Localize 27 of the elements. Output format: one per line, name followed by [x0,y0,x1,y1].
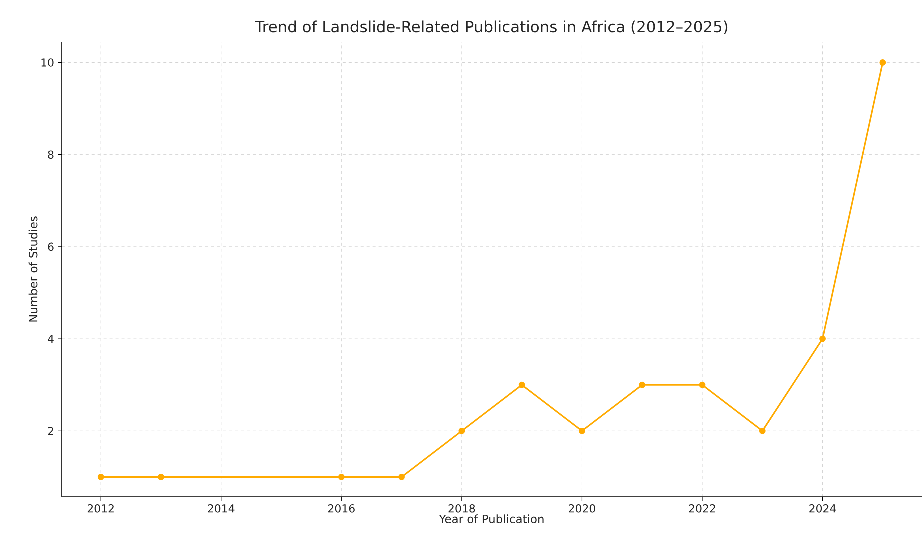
y-tick-label: 8 [48,150,54,159]
x-tick-label: 2016 [328,504,355,513]
y-tick-label: 6 [48,242,54,252]
point [759,428,766,434]
point [699,382,706,388]
point [518,382,526,388]
x-tick-label: 2024 [810,504,836,513]
x-tick-label: 2022 [689,504,716,513]
chart-title: Trend of Landslide-Related Publications in Africa (2012–2025) [255,20,728,34]
point [458,428,466,434]
y-tick-label: 4 [48,335,54,344]
y-axis-title: Number of Studies [28,216,38,322]
point [639,382,646,388]
x-tick-label: 2018 [448,504,476,513]
point [880,60,886,66]
point [338,474,345,480]
y-tick-label: 10 [42,58,54,67]
x-tick-label: 2020 [569,504,596,513]
point [398,474,405,480]
point [820,336,826,342]
point [98,474,104,480]
x-tick-label: 2012 [88,504,114,513]
x-axis-title: Year of Publication [439,514,544,524]
x-tick-label: 2014 [208,504,235,513]
point [579,428,586,434]
point [158,474,164,480]
y-tick-label: 2 [48,427,54,436]
